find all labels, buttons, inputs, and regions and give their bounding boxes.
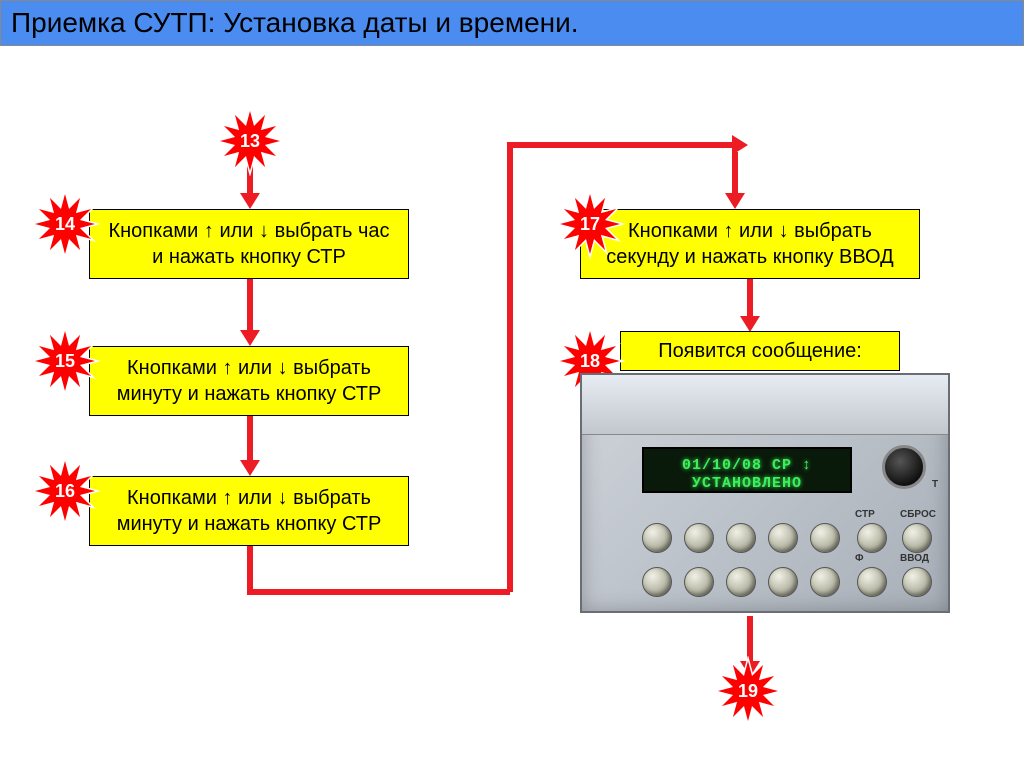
star-17: 17 — [555, 189, 625, 259]
star-label: 13 — [240, 131, 260, 152]
device-lens — [882, 445, 926, 489]
star-label: 17 — [580, 214, 600, 235]
flow-canvas: Кнопками ↑ или ↓ выбрать час и нажать кн… — [0, 46, 1024, 766]
page-title: Приемка СУТП: Установка даты и времени. — [0, 0, 1024, 46]
star-13: 13 — [215, 106, 285, 176]
arrow-segment — [247, 589, 510, 595]
device-backdrop — [582, 375, 948, 435]
arrow-segment — [507, 145, 513, 592]
step-box-b15: Кнопками ↑ или ↓ выбрать минуту и нажать… — [89, 346, 409, 416]
device-button-label: СБРОС — [900, 509, 936, 520]
device-button-8[interactable] — [684, 567, 714, 597]
device-button-10[interactable] — [768, 567, 798, 597]
device-button-0[interactable] — [642, 523, 672, 553]
star-19: 19 — [713, 656, 783, 726]
device-lcd: 01/10/08 СР ↕УСТАНОВЛЕНО — [642, 447, 852, 493]
star-label: 19 — [738, 681, 758, 702]
arrow-head — [240, 193, 260, 209]
device-button-2[interactable] — [726, 523, 756, 553]
device-button-3[interactable] — [768, 523, 798, 553]
step-box-b16: Кнопками ↑ или ↓ выбрать минуту и нажать… — [89, 476, 409, 546]
device-button-5[interactable] — [857, 523, 887, 553]
lcd-line1: 01/10/08 СР ↕ — [644, 457, 850, 475]
device-button-12[interactable] — [857, 567, 887, 597]
lcd-line2: УСТАНОВЛЕНО — [644, 475, 850, 493]
step-box-b14: Кнопками ↑ или ↓ выбрать час и нажать кн… — [89, 209, 409, 279]
star-16: 16 — [30, 456, 100, 526]
arrow-segment — [507, 142, 735, 148]
device-button-1[interactable] — [684, 523, 714, 553]
arrow-head — [725, 193, 745, 209]
device-button-label: ВВОД — [900, 553, 929, 564]
device-button-label: СТР — [855, 509, 875, 520]
device-button-label: Ф — [855, 553, 864, 564]
arrow-segment — [247, 546, 253, 592]
arrow-segment — [247, 416, 253, 463]
star-15: 15 — [30, 326, 100, 396]
arrow-segment — [747, 279, 753, 319]
arrow-segment — [247, 279, 253, 333]
star-label: 16 — [55, 481, 75, 502]
star-label: 15 — [55, 351, 75, 372]
arrow-head — [240, 460, 260, 476]
device-button-6[interactable] — [902, 523, 932, 553]
device-side-label: Т — [932, 479, 938, 490]
device-panel: 01/10/08 СР ↕УСТАНОВЛЕНО Т СТР СБРОС Ф ВВОД — [580, 373, 950, 613]
device-button-13[interactable] — [902, 567, 932, 597]
step-box-b18: Появится сообщение: — [620, 331, 900, 371]
device-button-11[interactable] — [810, 567, 840, 597]
star-label: 14 — [55, 214, 75, 235]
arrow-segment — [732, 152, 738, 196]
step-box-b17: Кнопками ↑ или ↓ выбрать секунду и нажат… — [580, 209, 920, 279]
device-button-4[interactable] — [810, 523, 840, 553]
star-14: 14 — [30, 189, 100, 259]
device-button-9[interactable] — [726, 567, 756, 597]
device-button-7[interactable] — [642, 567, 672, 597]
arrow-head — [240, 330, 260, 346]
arrow-head — [740, 316, 760, 332]
star-label: 18 — [580, 351, 600, 372]
